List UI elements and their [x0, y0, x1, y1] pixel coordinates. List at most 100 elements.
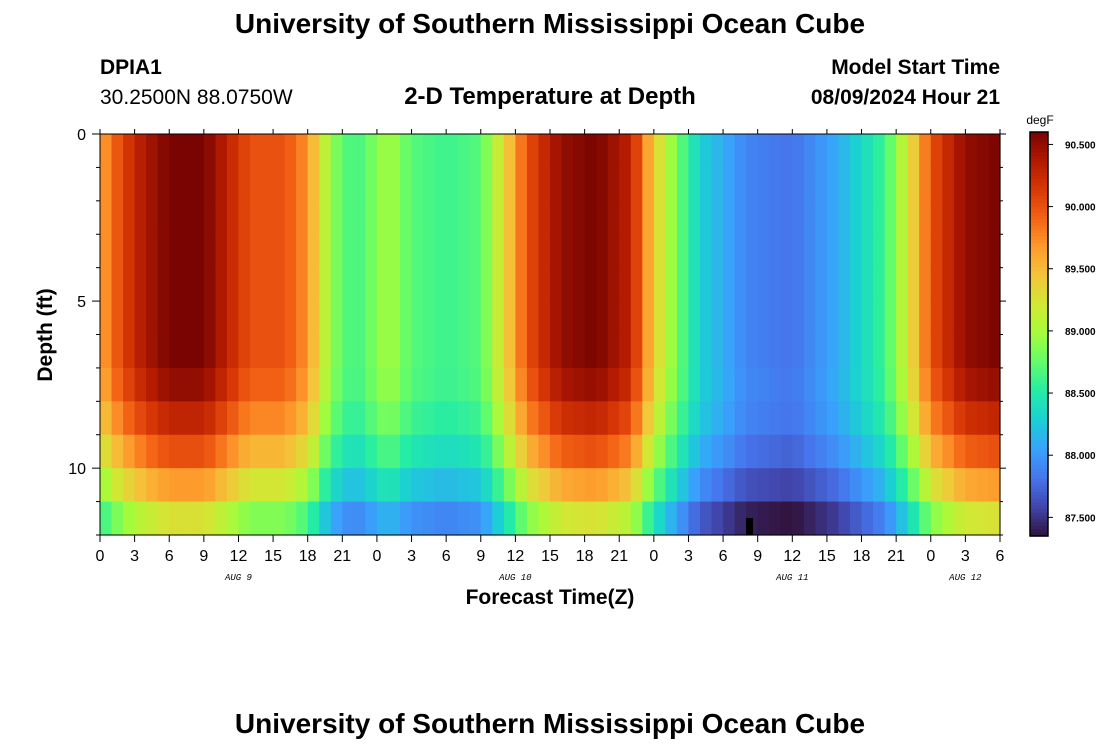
- heatmap-cell: [930, 167, 943, 202]
- heatmap-cell: [123, 501, 136, 536]
- heatmap-cell: [273, 234, 286, 269]
- heatmap-cell: [146, 468, 159, 503]
- colorbar-segment: [1030, 263, 1048, 268]
- heatmap-cell: [780, 167, 793, 202]
- heatmap-cell: [526, 301, 540, 336]
- heatmap-cell: [976, 468, 990, 503]
- heatmap-cell: [942, 434, 955, 469]
- heatmap-cell: [607, 167, 620, 202]
- y-tick-label: 5: [77, 294, 86, 311]
- heatmap-cell: [653, 401, 666, 436]
- heatmap-cell: [411, 200, 424, 235]
- heatmap-cell: [792, 134, 805, 169]
- heatmap-cell: [342, 200, 355, 235]
- heatmap-cell: [376, 301, 390, 336]
- date-label: AUG 9: [224, 573, 253, 583]
- heatmap-cell: [423, 234, 436, 269]
- heatmap-cell: [769, 301, 782, 336]
- heatmap-cell: [296, 501, 309, 536]
- heatmap-cell: [630, 501, 643, 536]
- colorbar-segment: [1030, 135, 1048, 140]
- heatmap-cell: [284, 334, 297, 369]
- heatmap-cell: [873, 468, 886, 503]
- heatmap-cell: [850, 334, 863, 369]
- x-tick-label: 9: [476, 548, 485, 565]
- heatmap-cell: [653, 134, 666, 169]
- heatmap-cell: [296, 434, 309, 469]
- heatmap-cell: [757, 501, 770, 536]
- colorbar-segment: [1030, 219, 1048, 224]
- heatmap-cell: [711, 301, 724, 336]
- colorbar-tick-label: 90.500: [1065, 140, 1096, 151]
- heatmap-cell: [769, 501, 782, 536]
- heatmap-cell: [965, 334, 978, 369]
- heatmap-cell: [261, 134, 274, 169]
- heatmap-cell: [342, 267, 355, 302]
- heatmap-cell: [930, 401, 943, 436]
- colorbar-segment: [1030, 290, 1048, 295]
- heatmap-cell: [515, 367, 528, 402]
- heatmap-cell: [261, 468, 274, 503]
- heatmap-cell: [815, 468, 828, 503]
- heatmap-cell: [376, 434, 390, 469]
- heatmap-cell: [100, 167, 113, 202]
- heatmap-cell: [146, 167, 159, 202]
- heatmap-cell: [792, 334, 805, 369]
- heatmap-cell: [203, 367, 216, 402]
- heatmap-cell: [538, 167, 551, 202]
- heatmap-cell: [642, 134, 655, 169]
- heatmap-cell: [826, 167, 840, 202]
- heatmap-cell: [457, 468, 470, 503]
- heatmap-cell: [469, 167, 482, 202]
- heatmap-cell: [353, 367, 366, 402]
- heatmap-cell: [815, 267, 828, 302]
- heatmap-cell: [976, 367, 990, 402]
- colorbar-segment: [1030, 485, 1048, 490]
- heatmap-cell: [203, 434, 216, 469]
- heatmap-cell: [296, 134, 309, 169]
- heatmap-cell: [688, 234, 701, 269]
- heatmap-cell: [826, 468, 840, 503]
- heatmap-cell: [850, 200, 863, 235]
- heatmap-cell: [330, 334, 343, 369]
- heatmap-cell: [930, 234, 943, 269]
- colorbar-segment: [1030, 216, 1048, 221]
- colorbar-segment: [1030, 317, 1048, 322]
- heatmap-cell: [515, 134, 528, 169]
- heatmap-cell: [238, 301, 251, 336]
- heatmap-cell: [365, 501, 378, 536]
- heatmap-cell: [653, 334, 666, 369]
- heatmap-cell: [757, 334, 770, 369]
- heatmap-cell: [815, 367, 828, 402]
- heatmap-cell: [319, 200, 332, 235]
- heatmap-cell: [688, 301, 701, 336]
- heatmap-cell: [388, 367, 401, 402]
- heatmap-cell: [676, 468, 690, 503]
- heatmap-cell: [261, 367, 274, 402]
- heatmap-cell: [711, 468, 724, 503]
- heatmap-cell: [884, 200, 897, 235]
- heatmap-cell: [688, 367, 701, 402]
- heatmap-cell: [826, 267, 840, 302]
- heatmap-cell: [619, 200, 632, 235]
- heatmap-cell: [261, 434, 274, 469]
- heatmap-cell: [769, 234, 782, 269]
- heatmap-cell: [319, 234, 332, 269]
- heatmap-cell: [307, 301, 320, 336]
- heatmap-cell: [180, 167, 193, 202]
- heatmap-cell: [365, 367, 378, 402]
- heatmap-cell: [503, 434, 516, 469]
- heatmap-cell: [215, 401, 228, 436]
- heatmap-cell: [919, 167, 932, 202]
- heatmap-cell: [596, 401, 609, 436]
- heatmap-cell: [584, 301, 597, 336]
- heatmap-cell: [111, 134, 124, 169]
- heatmap-cell: [988, 401, 1001, 436]
- heatmap-cell: [965, 468, 978, 503]
- colorbar-tick-label: 88.500: [1065, 389, 1096, 400]
- heatmap-cell: [446, 234, 459, 269]
- heatmap-cell: [307, 434, 320, 469]
- x-tick-label: 3: [130, 548, 139, 565]
- heatmap-cell: [376, 401, 390, 436]
- heatmap-cell: [411, 501, 424, 536]
